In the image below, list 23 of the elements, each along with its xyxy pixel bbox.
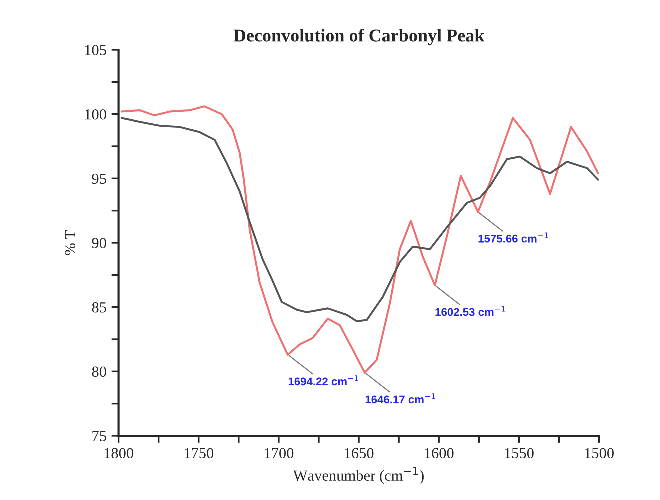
- annotation: 1694.22 cm$^{−1}$: [288, 376, 358, 386]
- y-tick-label: 75: [92, 431, 106, 442]
- y-tick-label: 85: [92, 302, 106, 313]
- line-series: [120, 117, 600, 322]
- x-tick-label: 1550: [505, 448, 534, 459]
- annotation: 1575.66 cm$^{−1}$: [478, 232, 548, 243]
- y-tick-label: 80: [92, 366, 106, 378]
- line-series: [120, 106, 600, 374]
- y-tick-label: 105: [85, 45, 106, 56]
- x-tick-label: 1600: [425, 448, 454, 459]
- x-tick-label: 1750: [184, 448, 214, 459]
- y-tick-label: 95: [92, 174, 106, 184]
- x-tick-label: 1650: [345, 448, 374, 459]
- y-tick-label: 100: [85, 109, 106, 120]
- annotation: 1602.53 cm$^{−1}$: [436, 306, 506, 316]
- x-axis-title: Wavenumber (cm$^{−1}$): [293, 467, 424, 484]
- x-tick-label: 1800: [104, 448, 134, 459]
- x-tick-label: 1500: [585, 448, 614, 459]
- annotation: 1646.17 cm$^{−1}$: [366, 394, 436, 404]
- y-tick-label: 90: [92, 238, 106, 248]
- y-axis-title: % T: [65, 230, 76, 256]
- chart-title: Deconvolution of Carbonyl Peak: [234, 28, 485, 46]
- x-tick-label: 1700: [265, 448, 294, 459]
